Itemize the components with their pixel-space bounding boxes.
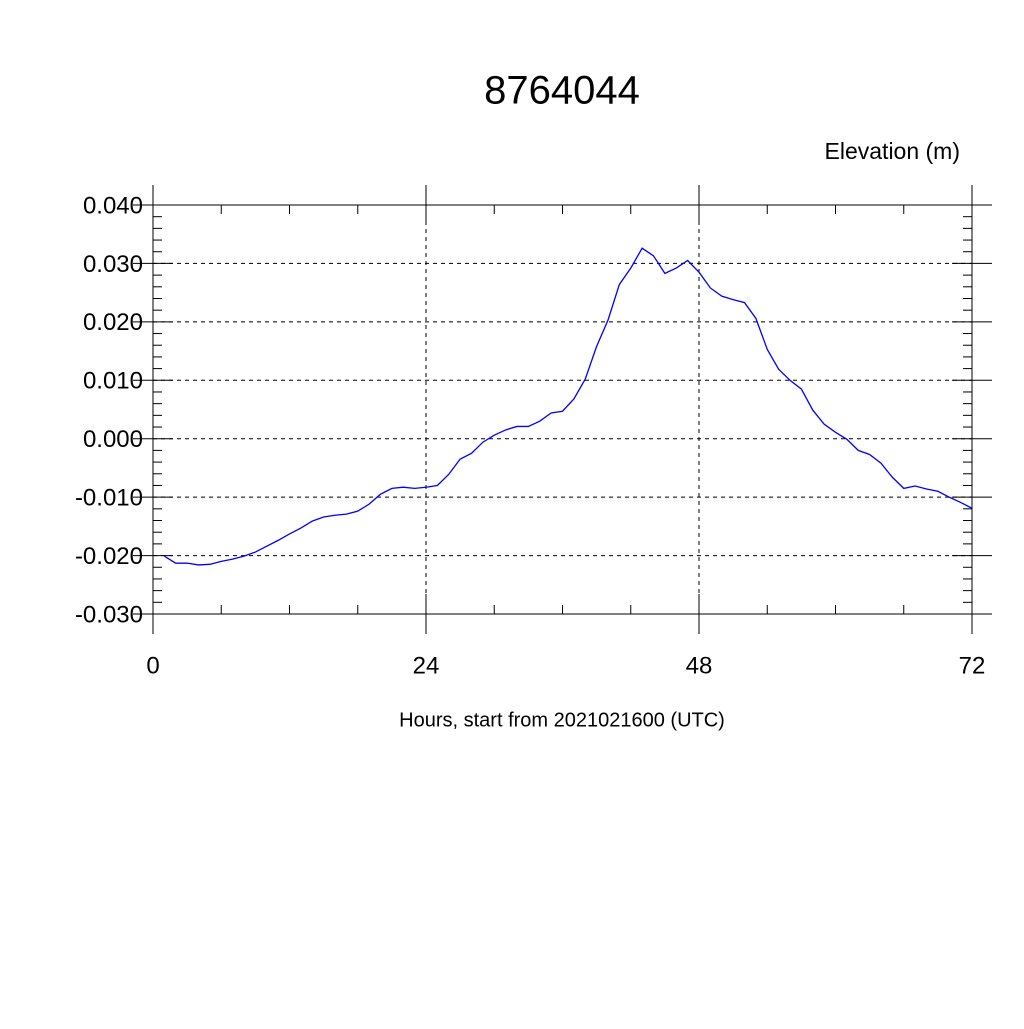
x-axis-label: Hours, start from 2021021600 (UTC) (399, 709, 725, 731)
y-tick-label: 0.040 (83, 192, 143, 219)
x-tick-label: 24 (413, 652, 440, 679)
y-tick-label: 0.000 (83, 426, 143, 453)
chart-title: 8764044 (484, 69, 640, 113)
y-tick-label: 0.010 (83, 368, 143, 395)
y-tick-label: -0.020 (75, 543, 143, 570)
y-axis-unit: Elevation (m) (825, 138, 960, 164)
y-tick-label: -0.030 (75, 601, 143, 628)
x-tick-label: 72 (959, 652, 986, 679)
y-tick-label: 0.020 (83, 309, 143, 336)
data-line (164, 247, 973, 566)
y-tick-label: -0.010 (75, 484, 143, 511)
y-tick-label: 0.030 (83, 251, 143, 278)
plot-frame (152, 204, 973, 615)
x-tick-label: 0 (146, 652, 159, 679)
x-tick-label: 48 (686, 652, 713, 679)
